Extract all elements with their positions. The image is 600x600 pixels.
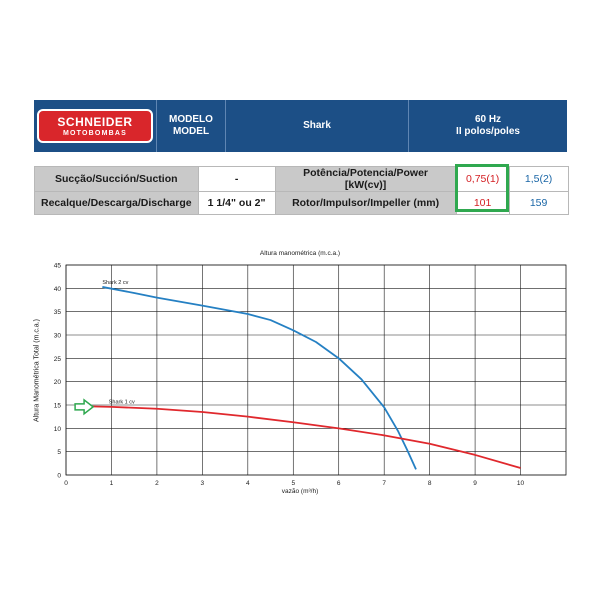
discharge-value: 1 1/4" ou 2": [197, 191, 276, 215]
y-tick-label: 40: [54, 286, 62, 293]
model-name: Shark: [303, 119, 331, 131]
y-tick-label: 15: [54, 403, 62, 410]
discharge-label: Recalque/Descarga/Discharge: [34, 191, 199, 215]
suction-label: Sucção/Succión/Suction: [34, 166, 199, 192]
x-tick-label: 8: [428, 480, 432, 487]
frequency: 60 Hz: [474, 113, 502, 125]
x-tick-label: 9: [473, 480, 477, 487]
logo-cell: SCHNEIDER MOTOBOMBAS: [34, 100, 156, 152]
series-label-2: Shark 1 cv: [109, 399, 135, 405]
series-line-1: [102, 286, 417, 470]
x-tick-label: 0: [64, 480, 68, 487]
y-tick-label: 35: [54, 309, 62, 316]
model-label-pt: MODELO: [169, 113, 213, 125]
y-tick-label: 45: [54, 263, 62, 270]
y-tick-label: 30: [54, 333, 62, 340]
rotor-label: Rotor/Impulsor/Impeller (mm): [274, 191, 457, 215]
arrow-icon: [74, 398, 95, 416]
table-row: Sucção/Succión/Suction - Potência/Potenc…: [34, 166, 569, 192]
rotor-value-2: 159: [508, 191, 569, 215]
power-label: Potência/Potencia/Power [kW(cv)]: [274, 166, 457, 192]
model-label: MODELO MODEL: [157, 100, 225, 152]
model-value: Shark: [226, 100, 408, 152]
plot-frame: [65, 264, 567, 476]
x-tick-label: 2: [155, 480, 159, 487]
x-tick-label: 1: [110, 480, 114, 487]
brand-logo: SCHNEIDER MOTOBOMBAS: [37, 109, 153, 143]
y-tick-label: 5: [57, 449, 61, 456]
x-tick-label: 10: [517, 480, 525, 487]
y-tick-label: 10: [54, 426, 62, 433]
x-axis-label: vazão (m³/h): [281, 488, 319, 495]
logo-main-text: SCHNEIDER: [57, 114, 133, 129]
chart-title: Altura manométrica (m.c.a.): [259, 250, 341, 257]
x-tick-label: 5: [291, 480, 295, 487]
x-tick-label: 7: [382, 480, 386, 487]
x-tick-label: 6: [337, 480, 341, 487]
header-divider: [225, 100, 226, 152]
x-tick-label: 3: [201, 480, 205, 487]
series-label-1: Shark 2 cv: [102, 280, 128, 286]
x-tick-label: 4: [246, 480, 250, 487]
product-header: SCHNEIDER MOTOBOMBAS MODELO MODEL Shark …: [34, 100, 567, 152]
series-line-2: [88, 405, 521, 469]
y-tick-label: 25: [54, 356, 62, 363]
header-divider: [156, 100, 157, 152]
power-value-1: 0,75(1): [455, 166, 510, 192]
logo-sub-text: MOTOBOMBAS: [63, 129, 127, 137]
y-tick-label: 0: [57, 473, 61, 480]
poles: II polos/poles: [456, 126, 520, 137]
header-divider: [408, 100, 409, 152]
model-label-en: MODEL: [172, 126, 210, 137]
spec-table: Sucção/Succión/Suction - Potência/Potenc…: [34, 166, 569, 215]
y-tick-label: 20: [54, 379, 62, 386]
power-value-2: 1,5(2): [508, 166, 569, 192]
frequency-cell: 60 Hz II polos/poles: [409, 100, 567, 152]
